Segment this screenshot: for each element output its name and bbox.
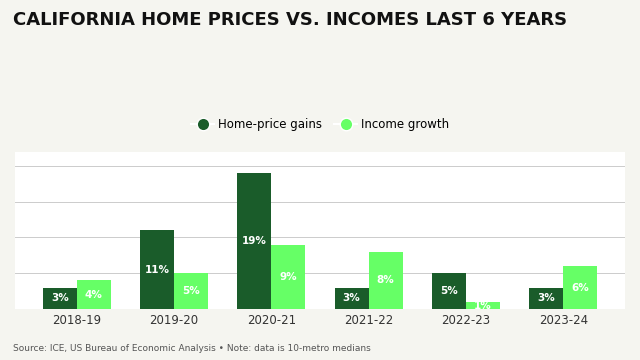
Bar	[43, 288, 77, 309]
Text: 9%: 9%	[280, 272, 297, 282]
Text: 19%: 19%	[242, 236, 267, 246]
Bar	[237, 173, 271, 309]
Text: 3%: 3%	[538, 293, 555, 303]
Text: 4%: 4%	[85, 290, 103, 300]
Bar	[77, 280, 111, 309]
Text: 6%: 6%	[572, 283, 589, 293]
Text: 5%: 5%	[440, 286, 458, 296]
Bar	[369, 252, 403, 309]
Bar	[174, 273, 208, 309]
Text: 8%: 8%	[377, 275, 394, 285]
Text: CALIFORNIA HOME PRICES VS. INCOMES LAST 6 YEARS: CALIFORNIA HOME PRICES VS. INCOMES LAST …	[13, 11, 567, 29]
Text: 5%: 5%	[182, 286, 200, 296]
Bar	[432, 273, 466, 309]
Bar	[529, 288, 563, 309]
Text: 3%: 3%	[51, 293, 68, 303]
Text: 1%: 1%	[474, 301, 492, 311]
Bar	[563, 266, 597, 309]
Text: Source: ICE, US Bureau of Economic Analysis • Note: data is 10-metro medians: Source: ICE, US Bureau of Economic Analy…	[13, 344, 371, 353]
Text: 11%: 11%	[145, 265, 170, 275]
Text: 3%: 3%	[343, 293, 360, 303]
Bar	[140, 230, 174, 309]
Bar	[335, 288, 369, 309]
Bar	[466, 302, 500, 309]
Legend: Home-price gains, Income growth: Home-price gains, Income growth	[186, 113, 454, 136]
Bar	[271, 245, 305, 309]
